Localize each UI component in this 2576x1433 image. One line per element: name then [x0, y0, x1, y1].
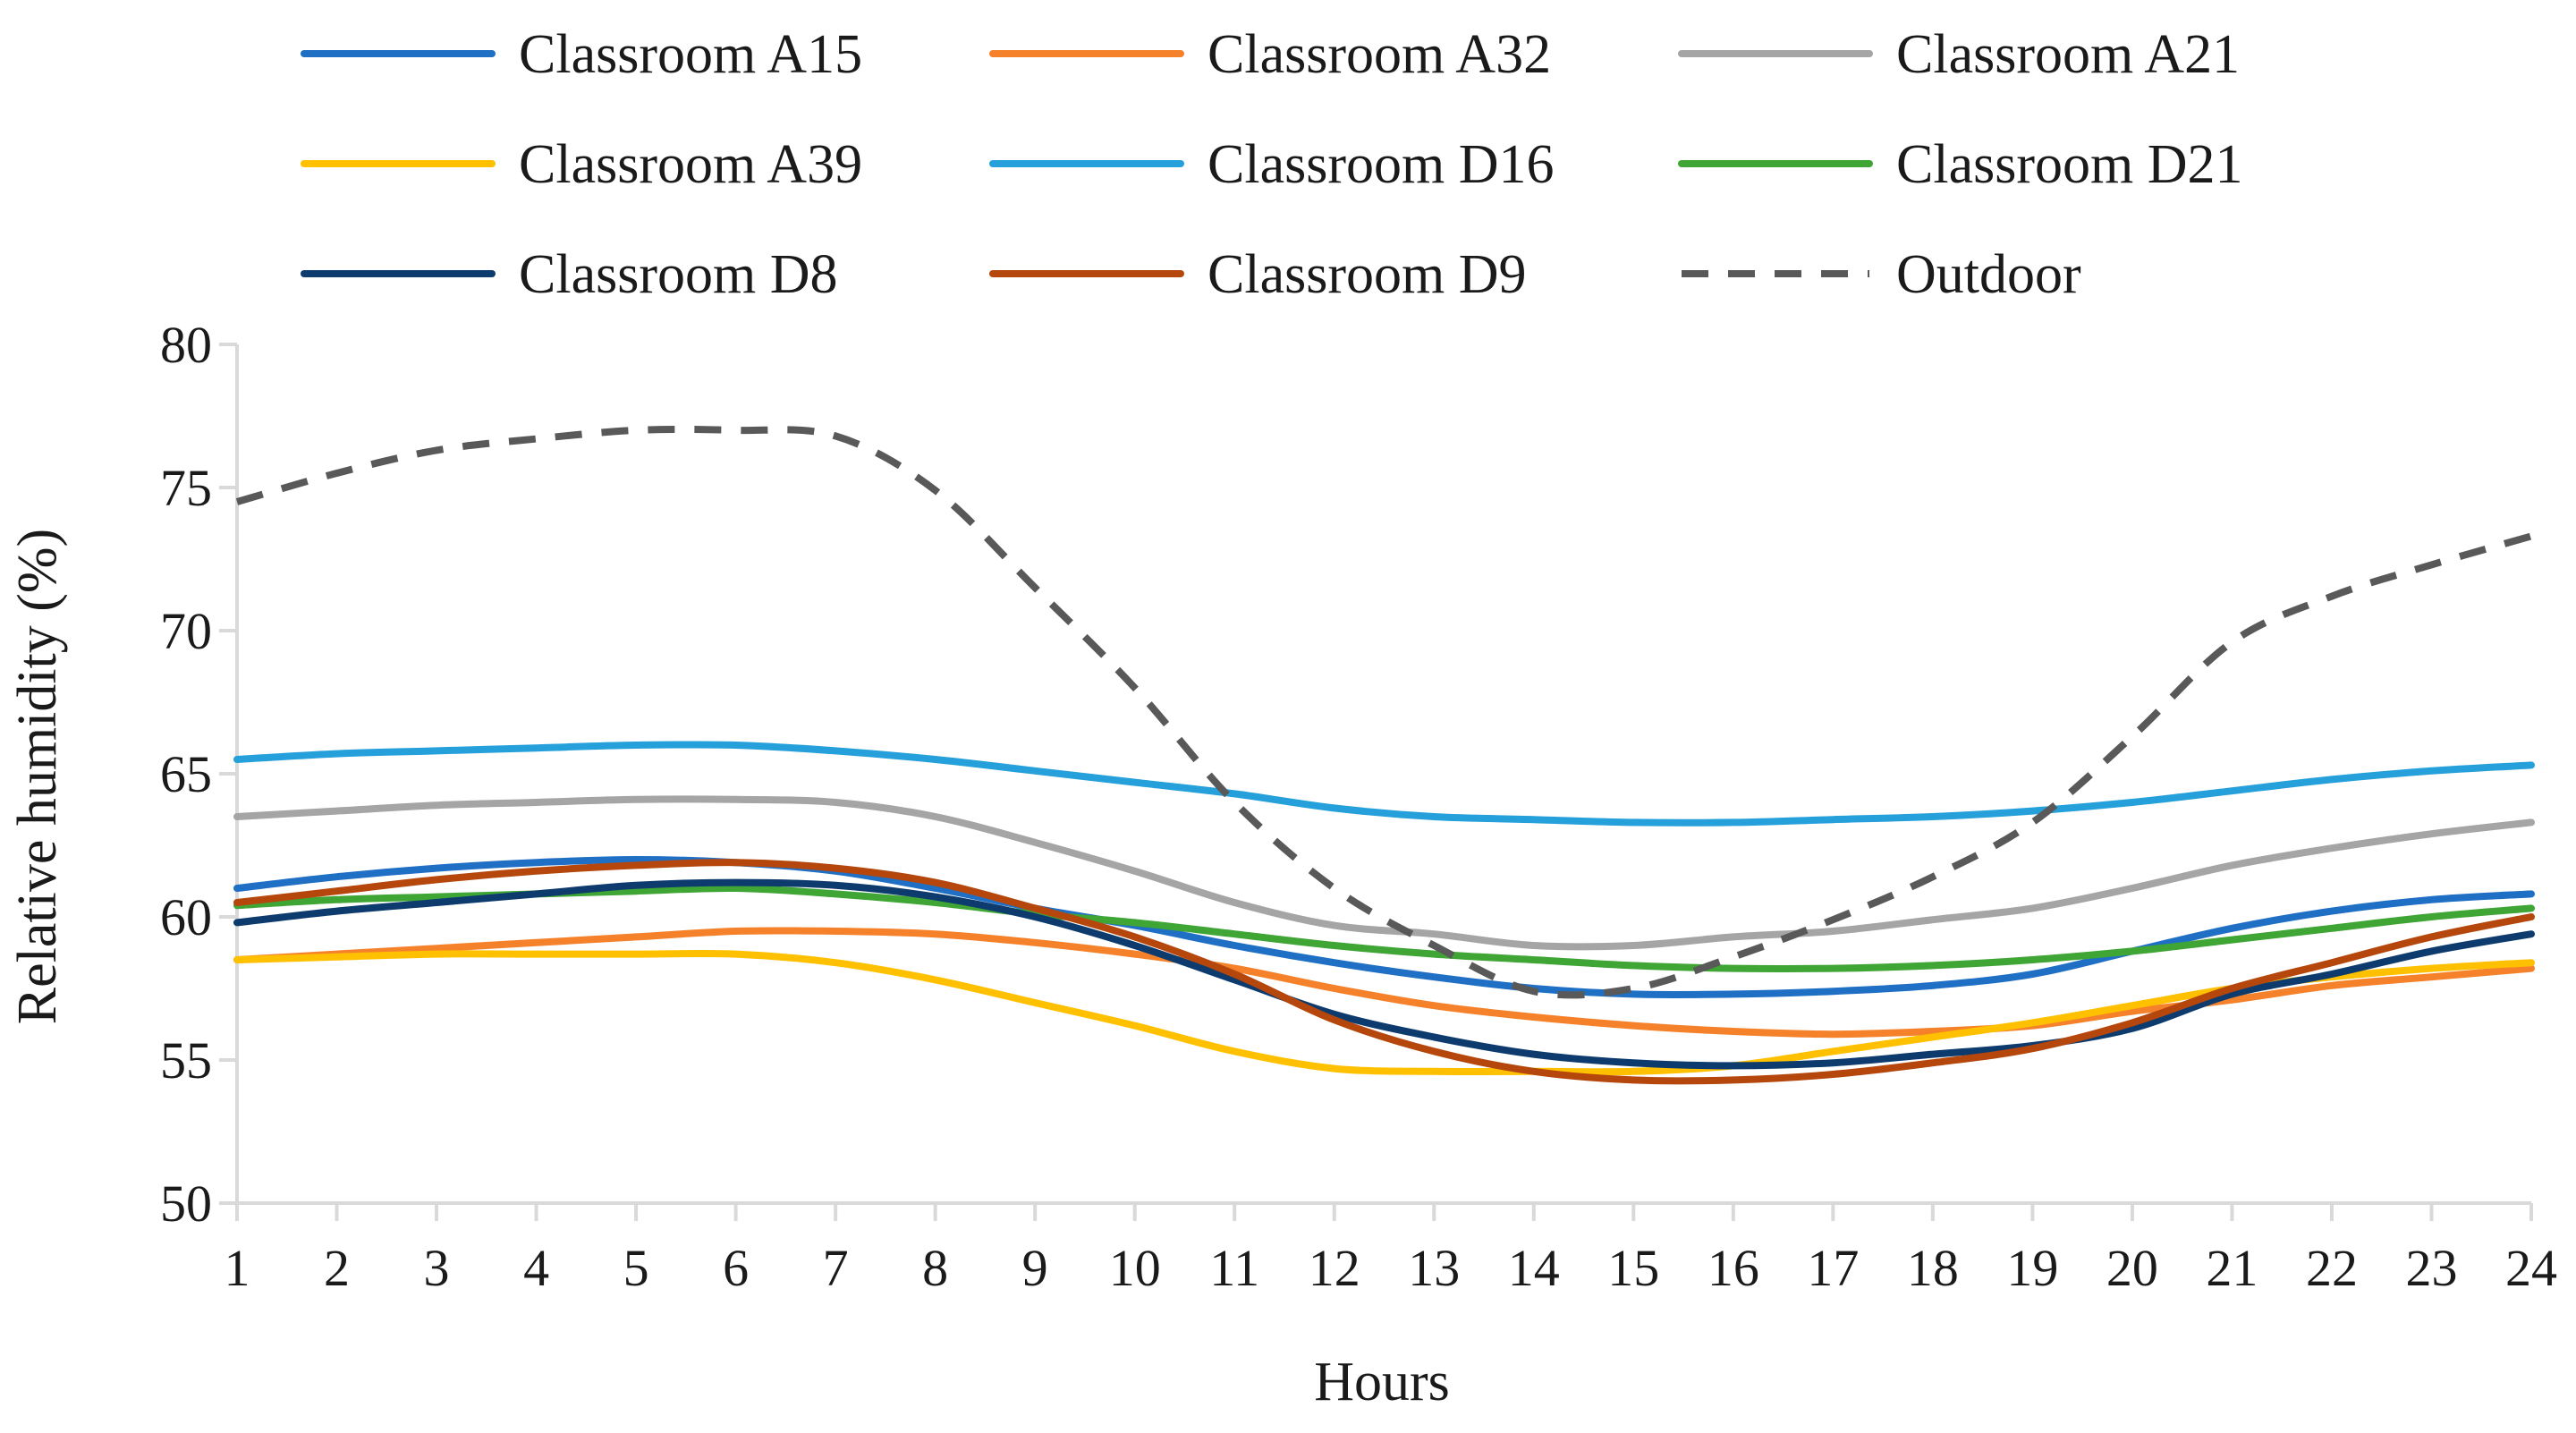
series-line-classroom-a21 — [233, 795, 2535, 951]
x-tick-label: 19 — [2006, 1239, 2058, 1297]
series-line-classroom-d8 — [233, 878, 2535, 1070]
x-tick-label: 16 — [1707, 1239, 1759, 1297]
x-tick-label: 18 — [1907, 1239, 1959, 1297]
x-tick-label: 10 — [1109, 1239, 1161, 1297]
legend-item-classroom-a21: Classroom A21 — [1678, 24, 2240, 85]
x-tick-label: 23 — [2405, 1239, 2457, 1297]
x-tick-label: 12 — [1309, 1239, 1360, 1297]
x-tick-label: 4 — [523, 1239, 549, 1297]
legend-label: Classroom A15 — [519, 24, 862, 85]
legend-label: Outdoor — [1896, 244, 2081, 305]
legend-item-classroom-d16: Classroom D16 — [989, 134, 1555, 195]
y-tick-label: 65 — [160, 745, 212, 803]
x-tick-label: 9 — [1022, 1239, 1048, 1297]
legend-label: Classroom D21 — [1896, 134, 2243, 195]
legend-item-classroom-d21: Classroom D21 — [1678, 134, 2243, 195]
x-tick-label: 13 — [1408, 1239, 1460, 1297]
series-line-outdoor — [235, 425, 2533, 999]
y-tick-label: 60 — [160, 888, 212, 946]
legend-label: Classroom D9 — [1208, 244, 1527, 305]
x-tick-label: 2 — [324, 1239, 350, 1297]
series-line-classroom-a39 — [233, 949, 2535, 1076]
legend-label: Classroom A39 — [519, 134, 862, 195]
legend-label: Classroom A32 — [1208, 24, 1551, 85]
legend-label: Classroom D8 — [519, 244, 838, 305]
x-tick-label: 21 — [2206, 1239, 2258, 1297]
y-tick-label: 50 — [160, 1174, 212, 1233]
legend-item-classroom-a32: Classroom A32 — [989, 24, 1551, 85]
legend-item-classroom-a15: Classroom A15 — [301, 24, 862, 85]
series-line-classroom-d16 — [233, 741, 2535, 827]
x-tick-label: 6 — [723, 1239, 749, 1297]
x-tick-label: 1 — [225, 1239, 250, 1297]
x-tick-label: 20 — [2106, 1239, 2158, 1297]
legend-item-classroom-a39: Classroom A39 — [301, 134, 862, 195]
series-line-classroom-d21 — [233, 884, 2535, 972]
x-tick-label: 17 — [1807, 1239, 1859, 1297]
legend-item-classroom-d9: Classroom D9 — [989, 244, 1527, 305]
x-tick-label: 7 — [823, 1239, 849, 1297]
x-tick-label: 14 — [1508, 1239, 1560, 1297]
legend-item-outdoor: Outdoor — [1682, 244, 2081, 305]
legend-item-classroom-d8: Classroom D8 — [301, 244, 838, 305]
series-line-classroom-a32 — [233, 927, 2535, 1039]
x-tick-label: 5 — [623, 1239, 649, 1297]
legend: Classroom A15 Classroom A32 Classroom A21 C… — [301, 24, 2243, 305]
x-tick-label: 15 — [1607, 1239, 1659, 1297]
series-line-classroom-d9 — [233, 859, 2535, 1085]
legend-label: Classroom A21 — [1896, 24, 2240, 85]
y-tick-label: 70 — [160, 602, 212, 660]
x-tick-label: 24 — [2505, 1239, 2557, 1297]
y-tick-label: 75 — [160, 459, 212, 517]
x-tick-label: 8 — [922, 1239, 948, 1297]
y-tick-label: 80 — [160, 316, 212, 374]
x-tick-label: 3 — [424, 1239, 450, 1297]
x-tick-label: 11 — [1209, 1239, 1259, 1297]
x-axis-title: Hours — [1314, 1352, 1450, 1412]
y-axis-title: Relative humidity (%) — [7, 529, 68, 1024]
legend-label: Classroom D16 — [1208, 134, 1555, 195]
x-tick-label: 22 — [2306, 1239, 2358, 1297]
y-tick-label: 55 — [160, 1031, 212, 1090]
plot-area — [233, 425, 2535, 1085]
